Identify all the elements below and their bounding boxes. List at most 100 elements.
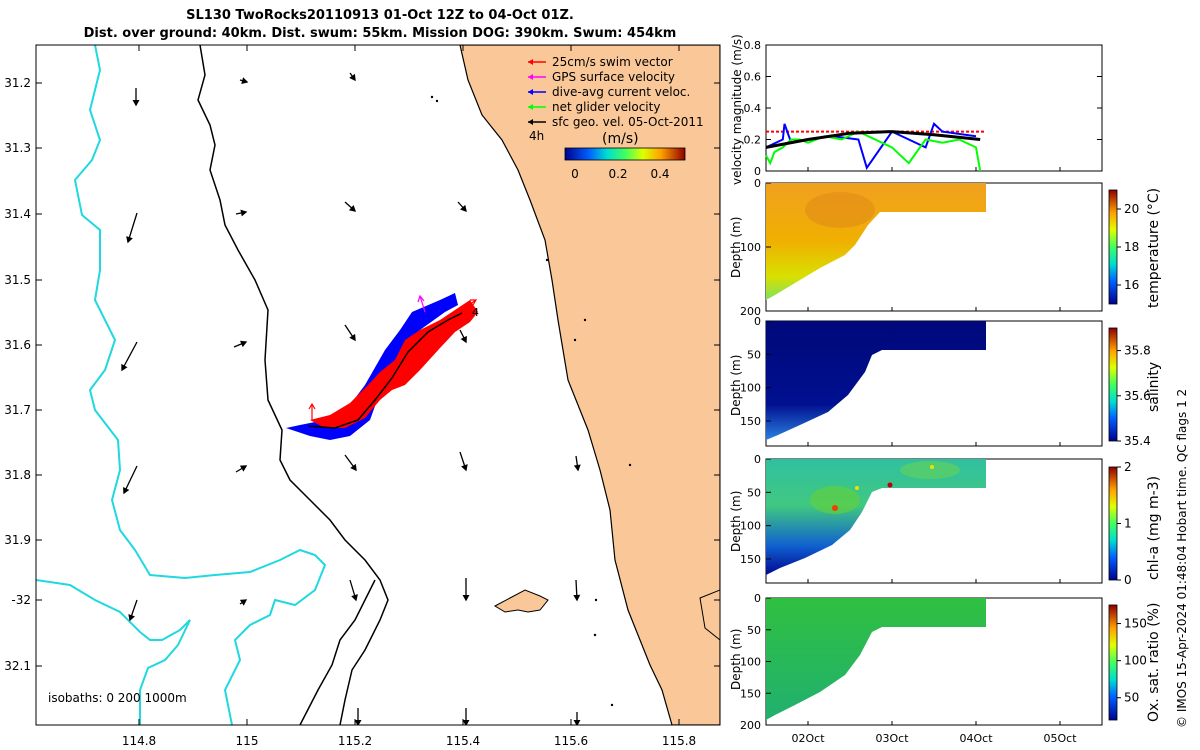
swim-arrow-start [308,402,316,420]
colorbar-tick-label: 20 [1124,202,1139,216]
date-x-ticks: 02Oct 03Oct 04Oct 05Oct [791,167,1077,745]
colorbar-tick-label: 35.8 [1124,344,1151,358]
lat-tick-group: 31.2 31.3 31.4 31.5 31.6 31.7 31.8 31.9 -32 32.1 [4,76,720,673]
isobath-200m [197,45,389,725]
lat-tick-label: 31.7 [4,403,31,417]
temperature-colorbar-ticks: 16 18 20 [1117,202,1139,292]
colorbar-tick-label: 16 [1124,278,1139,292]
lon-tick-label: 115.6 [554,734,588,748]
velocity-ylabel: velocity magnitude (m/s) [730,34,744,185]
isobath-0m [73,45,327,725]
salinity-colorbar-ticks: 35.4 35.6 35.8 [1117,344,1151,448]
chla-ylabel: Depth (m) [729,491,743,552]
depth-ytick-label: 50 [747,348,761,361]
depth-ytick-label: 200 [740,719,761,732]
gps-surface-arrow [417,294,426,313]
velocity-arrow-head [126,236,133,244]
map-colorbar-ticks: 0 0.2 0.4 [571,167,669,181]
velocity-arrow-head [351,594,358,602]
velocity-ytick-label: 0.6 [744,71,762,84]
velocity-arrow-head [241,77,249,84]
velocity-arrow-head [121,363,128,372]
velocity-arrow-head [348,205,357,212]
colorbar-tick-label: 35.4 [1124,434,1151,448]
chla-colorbar-label: chl-a (mg m-3) [1146,476,1162,580]
depth-ytick-label: 150 [740,553,761,566]
legend-swatch-head [528,59,533,65]
velocity-arrow-head [460,204,467,213]
lon-tick-label: 115.8 [662,734,696,748]
side-credit: © IMOS 15-Apr-2024 01:48:04 Hobart time.… [1175,389,1189,728]
legend-swatch-head [528,119,533,125]
swim-vector-swath [310,300,478,428]
chla-section [766,459,986,575]
velocity-y-ticks: 0 0.2 0.4 0.6 0.8 [744,39,1102,178]
salinity-y-ticks: 0 50 100 150 [740,315,771,428]
map-axes-box [35,44,721,726]
velocity-arrow-head [462,719,470,725]
depth-ytick-label: 0 [754,177,761,190]
velocity-arrow-head [462,594,470,602]
chla-high-point-2 [887,482,893,488]
chla-y-ticks: 0 50 100 150 [740,453,771,566]
velocity-arrow-head [123,486,130,495]
legend-swatch-head [528,89,533,95]
velocity-ytick-label: 0 [754,165,761,178]
velocity-arrow-head [132,99,140,107]
velocity-arrow-head [354,719,362,725]
temperature-colorbar [1108,189,1118,305]
velocity-plot [765,122,985,172]
date-tick-label: 03Oct [875,732,909,745]
depth-ytick-label: 100 [740,520,761,533]
velocity-arrow-head [573,594,581,602]
velocity-arrow-head [128,614,135,622]
net-glider-track [307,312,463,429]
depth-ytick-label: 100 [740,382,761,395]
oxygen-y-ticks: 0 50 100 150 200 [740,592,771,732]
chla-colorbar-ticks: 0 1 2 [1117,460,1132,587]
lat-tick-label: 31.6 [4,338,31,352]
swim-arrow-end [461,299,478,311]
depth-ytick-label: 0 [754,453,761,466]
map-colorbar-tick: 0 [571,167,579,181]
lon-tick-label: 115 [236,734,259,748]
chart-title-line1: SL130 TwoRocks20110913 01-Oct 12Z to 04-… [186,8,574,23]
salinity-ylabel: Depth (m) [729,355,743,416]
temperature-warm-patch [805,192,875,228]
velocity-arrow-head [350,463,357,472]
velocity-ytick-label: 0.2 [744,134,762,147]
depth-ytick-label: 50 [747,624,761,637]
lat-tick-label: 31.8 [4,468,31,482]
depth-ytick-label: 100 [740,656,761,669]
lat-tick-label: 31.3 [4,141,31,155]
temperature-colorbar-label: temperature (°C) [1146,188,1162,308]
lat-tick-label: 31.4 [4,207,31,221]
chla-high-point [832,505,838,511]
colorbar-tick-label: 50 [1124,691,1139,705]
lat-tick-label: 31.9 [4,533,31,547]
lon-tick-label: 114.8 [122,734,156,748]
lat-tick-label: 32.1 [4,659,31,673]
legend-label: net glider velocity [552,100,660,114]
colorbar-tick-label: 100 [1124,654,1147,668]
chart-title-line2: Dist. over ground: 40km. Dist. swum: 55k… [83,26,677,41]
lon-tick-group: 114.8 115 115.2 115.4 115.6 115.8 [122,45,696,748]
velocity-arrow-head [239,465,248,472]
velocity-arrow-head [240,340,248,348]
colorbar-tick-label: 1 [1124,517,1132,531]
velocity-arrow-head [240,209,248,217]
legend-label: sfc geo. vel. 05-Oct-2011 [552,115,704,129]
oxygen-ylabel: Depth (m) [729,629,743,690]
velocity-arrow-head [573,719,581,725]
depth-ytick-label: 0 [754,315,761,328]
isobath-1000m [299,579,376,725]
salinity-section [766,321,986,440]
legend-label: 25cm/s swim vector [552,55,673,69]
legend-swatch-head [528,74,533,80]
map-colorbar-label: (m/s) [602,131,639,147]
depth-ytick-label: 200 [740,305,761,318]
velocity-arrow [121,341,138,371]
chla-surface-patch [900,461,960,479]
